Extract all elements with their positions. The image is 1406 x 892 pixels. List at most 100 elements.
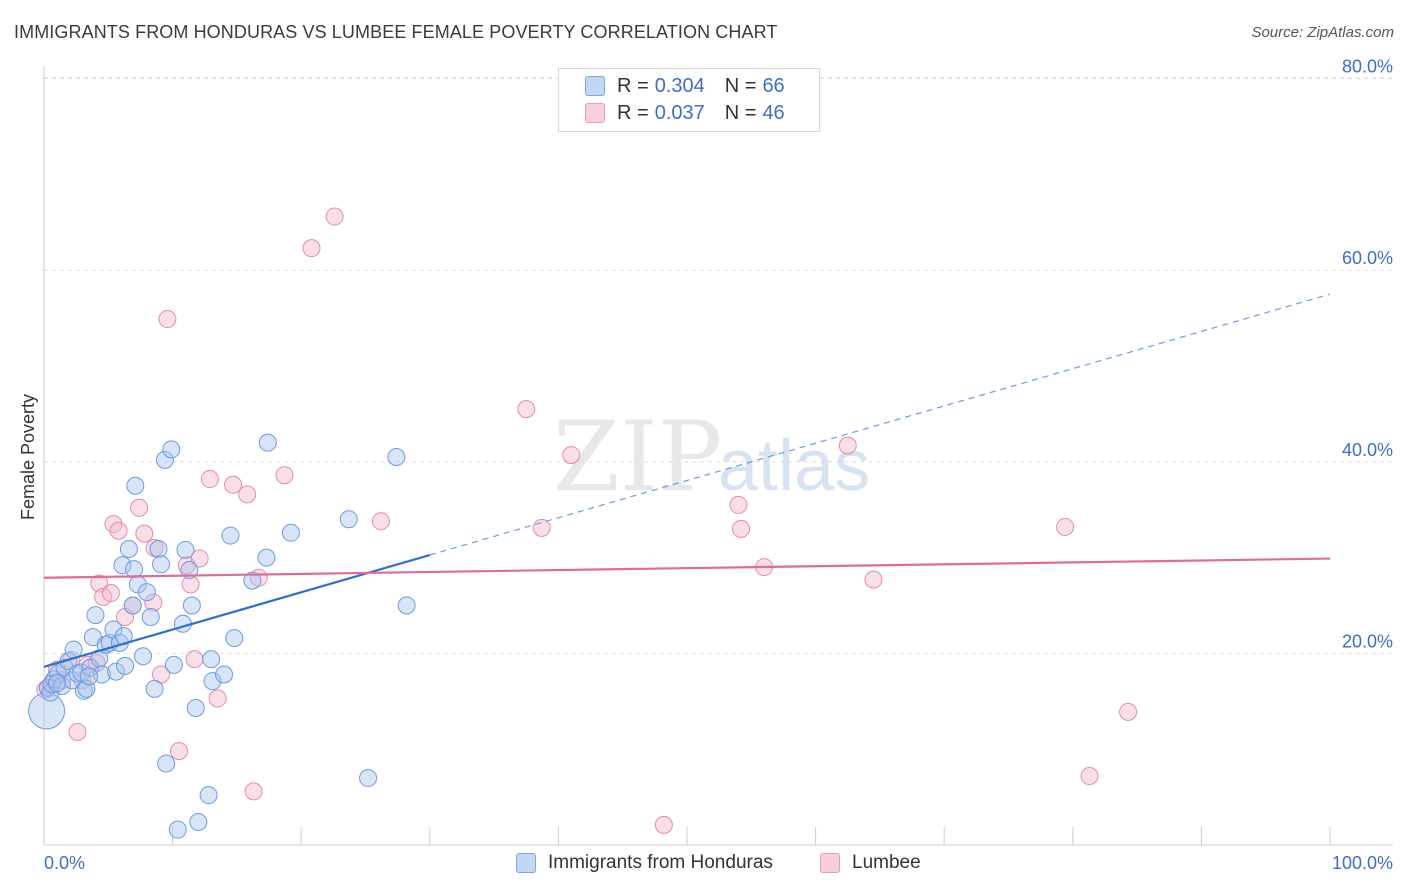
y-tick-label: 80.0% — [1342, 57, 1393, 77]
honduras-point — [47, 674, 66, 693]
lumbee-point — [1080, 767, 1099, 786]
legend-row-lumbee: R = 0.037 N = 46 — [585, 101, 785, 125]
honduras-point — [258, 433, 277, 452]
lumbee-swatch — [820, 853, 840, 873]
honduras-point — [134, 647, 153, 666]
lumbee-point — [532, 518, 551, 537]
lumbee-point — [325, 207, 344, 226]
lumbee-point — [371, 512, 390, 531]
r-value: 0.304 — [654, 74, 705, 97]
honduras-point — [74, 681, 93, 700]
lumbee-point — [158, 310, 177, 329]
honduras-point — [155, 450, 174, 469]
lumbee-point — [208, 689, 227, 708]
honduras-point — [137, 583, 156, 602]
honduras-point — [162, 440, 181, 459]
honduras-point — [157, 754, 176, 773]
honduras-point — [80, 667, 99, 686]
lumbee-point — [729, 495, 748, 514]
lumbee-point — [562, 446, 581, 465]
lumbee-point — [654, 815, 673, 834]
honduras-point — [359, 768, 378, 787]
series-legend: Immigrants from Honduras Lumbee — [0, 852, 1406, 878]
honduras-point — [189, 813, 208, 832]
legend-item-honduras[interactable]: Immigrants from Honduras — [516, 852, 773, 874]
honduras-point — [180, 561, 199, 580]
lumbee-swatch — [585, 103, 605, 123]
source-label: Source: ZipAtlas.com — [1251, 24, 1394, 41]
lumbee-point — [200, 470, 219, 489]
n-value: 66 — [762, 74, 785, 97]
lumbee-points — [36, 207, 1138, 834]
axes — [43, 66, 1393, 846]
watermark: ZIP atlas — [553, 401, 870, 513]
honduras-point — [107, 662, 126, 681]
r-value: 0.037 — [654, 101, 705, 124]
lumbee-point — [1056, 517, 1075, 536]
lumbee-point — [170, 742, 189, 761]
honduras-point — [152, 555, 171, 574]
honduras-point — [123, 596, 142, 615]
y-axis-title: Female Poverty — [18, 394, 38, 520]
r-label: R = — [617, 74, 649, 97]
axis-labels: 20.0% 40.0% 60.0% 80.0% 0.0% 100.0% Female Pov… — [18, 57, 1393, 873]
lumbee-point — [185, 650, 204, 669]
honduras-point — [203, 672, 222, 691]
legend-item-lumbee[interactable]: Lumbee — [820, 852, 921, 874]
honduras-point — [119, 539, 138, 558]
honduras-point — [215, 665, 234, 684]
honduras-point — [168, 820, 187, 839]
correlation-legend: R = 0.304 N = 66 R = 0.037 N = 46 — [558, 68, 820, 132]
honduras-point — [397, 596, 416, 615]
lumbee-point — [517, 400, 536, 419]
lumbee-point — [109, 521, 128, 540]
lumbee-point — [302, 239, 321, 258]
legend-label-lumbee: Lumbee — [852, 852, 921, 873]
honduras-point — [199, 786, 218, 805]
lumbee-point — [101, 584, 120, 603]
lumbee-point — [244, 782, 263, 801]
lumbee-point — [732, 519, 751, 538]
honduras-point — [145, 679, 164, 698]
watermark-atlas: atlas — [718, 426, 870, 506]
honduras-point — [176, 540, 195, 559]
legend-row-honduras: R = 0.304 N = 66 — [585, 74, 785, 98]
lumbee-point — [864, 570, 883, 589]
lumbee-point — [275, 466, 294, 485]
chart-title: IMMIGRANTS FROM HONDURAS VS LUMBEE FEMAL… — [14, 22, 778, 42]
y-tick-label: 40.0% — [1342, 440, 1393, 460]
watermark-zip: ZIP — [553, 401, 722, 513]
honduras-point — [186, 699, 205, 718]
lumbee-point — [90, 574, 109, 593]
lumbee-point — [130, 498, 149, 517]
honduras-point — [125, 560, 144, 579]
honduras-point — [281, 523, 300, 542]
lumbee-point — [190, 549, 209, 568]
n-value: 46 — [762, 101, 785, 124]
honduras-point — [225, 629, 244, 648]
lumbee-point — [135, 524, 154, 543]
honduras-point — [243, 571, 262, 590]
honduras-swatch — [516, 853, 536, 873]
honduras-point — [28, 692, 66, 730]
honduras-point — [53, 676, 72, 695]
honduras-point — [257, 548, 276, 567]
lumbee-point — [144, 593, 163, 612]
honduras-point — [339, 510, 358, 529]
honduras-point — [126, 476, 145, 495]
n-label: N = — [724, 101, 757, 124]
lumbee-trend-line — [43, 557, 1331, 579]
legend-label-honduras: Immigrants from Honduras — [548, 852, 773, 873]
honduras-point — [149, 539, 168, 558]
x-tick-label-max: 100.0% — [1332, 853, 1393, 873]
honduras-point — [141, 607, 160, 626]
trend-lines — [43, 293, 1331, 668]
n-label: N = — [724, 74, 757, 97]
r-label: R = — [617, 101, 649, 124]
y-tick-label: 20.0% — [1342, 631, 1393, 651]
honduras-point — [86, 606, 105, 625]
honduras-point — [387, 448, 406, 467]
honduras-point — [164, 655, 183, 674]
honduras-point — [202, 650, 221, 669]
